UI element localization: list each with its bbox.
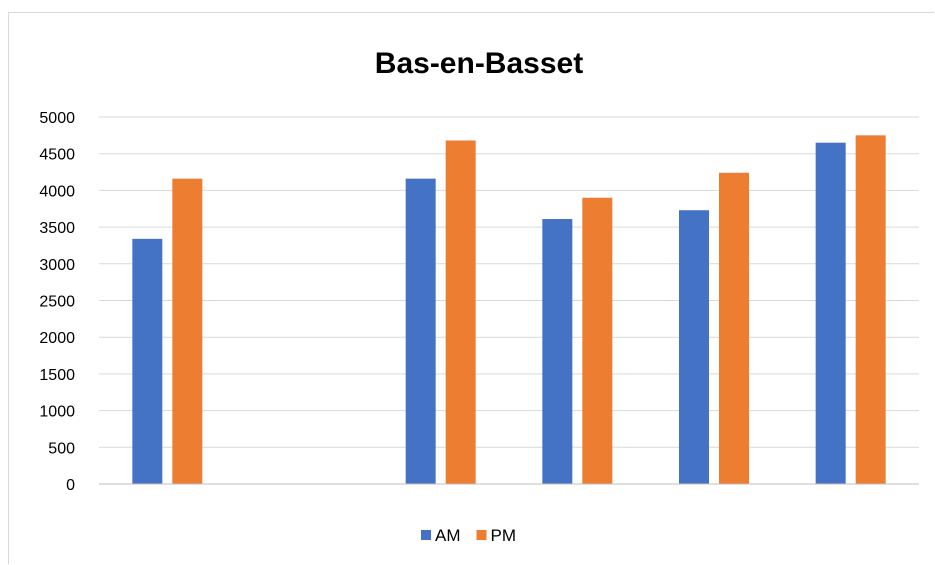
y-tick-label: 1000: [39, 404, 75, 421]
bar-am: [815, 142, 846, 484]
y-tick-label: 3500: [39, 220, 75, 237]
y-tick-label: 4500: [39, 147, 75, 164]
bar-am: [542, 219, 573, 484]
y-tick-label: 4000: [39, 183, 75, 200]
y-tick-label: 0: [66, 477, 75, 494]
bars: [132, 135, 886, 485]
legend: AM PM: [421, 526, 516, 545]
bar-chart: Bas-en-Basset 0 500 1000 1500 2000 2500 3000 35…: [39, 47, 919, 545]
legend-swatch-am: [421, 530, 431, 540]
legend-label-pm: PM: [491, 526, 517, 545]
chart-frame: Bas-en-Basset 0 500 1000 1500 2000 2500 3000 35…: [8, 12, 934, 564]
bar-am: [679, 210, 709, 484]
bar-pm: [719, 172, 749, 484]
y-tick-label: 3000: [39, 257, 75, 274]
legend-swatch-pm: [476, 530, 487, 540]
y-tick-label: 2000: [39, 330, 75, 347]
y-tick-label: 2500: [39, 294, 75, 311]
bar-am: [405, 178, 436, 484]
gridlines: [99, 116, 919, 448]
chart-title: Bas-en-Basset: [375, 47, 583, 80]
y-tick-label: 500: [48, 440, 75, 457]
y-tick-label: 1500: [39, 367, 75, 384]
y-tick-label: 5000: [39, 110, 75, 127]
bar-pm: [855, 135, 886, 484]
bar-pm: [172, 178, 203, 484]
bar-am: [132, 238, 163, 484]
bar-pm: [445, 140, 476, 484]
bar-pm: [582, 197, 613, 485]
legend-label-am: AM: [435, 526, 461, 545]
y-axis-ticks: 0 500 1000 1500 2000 2500 3000 3500 4000 4500 5000: [39, 110, 75, 494]
